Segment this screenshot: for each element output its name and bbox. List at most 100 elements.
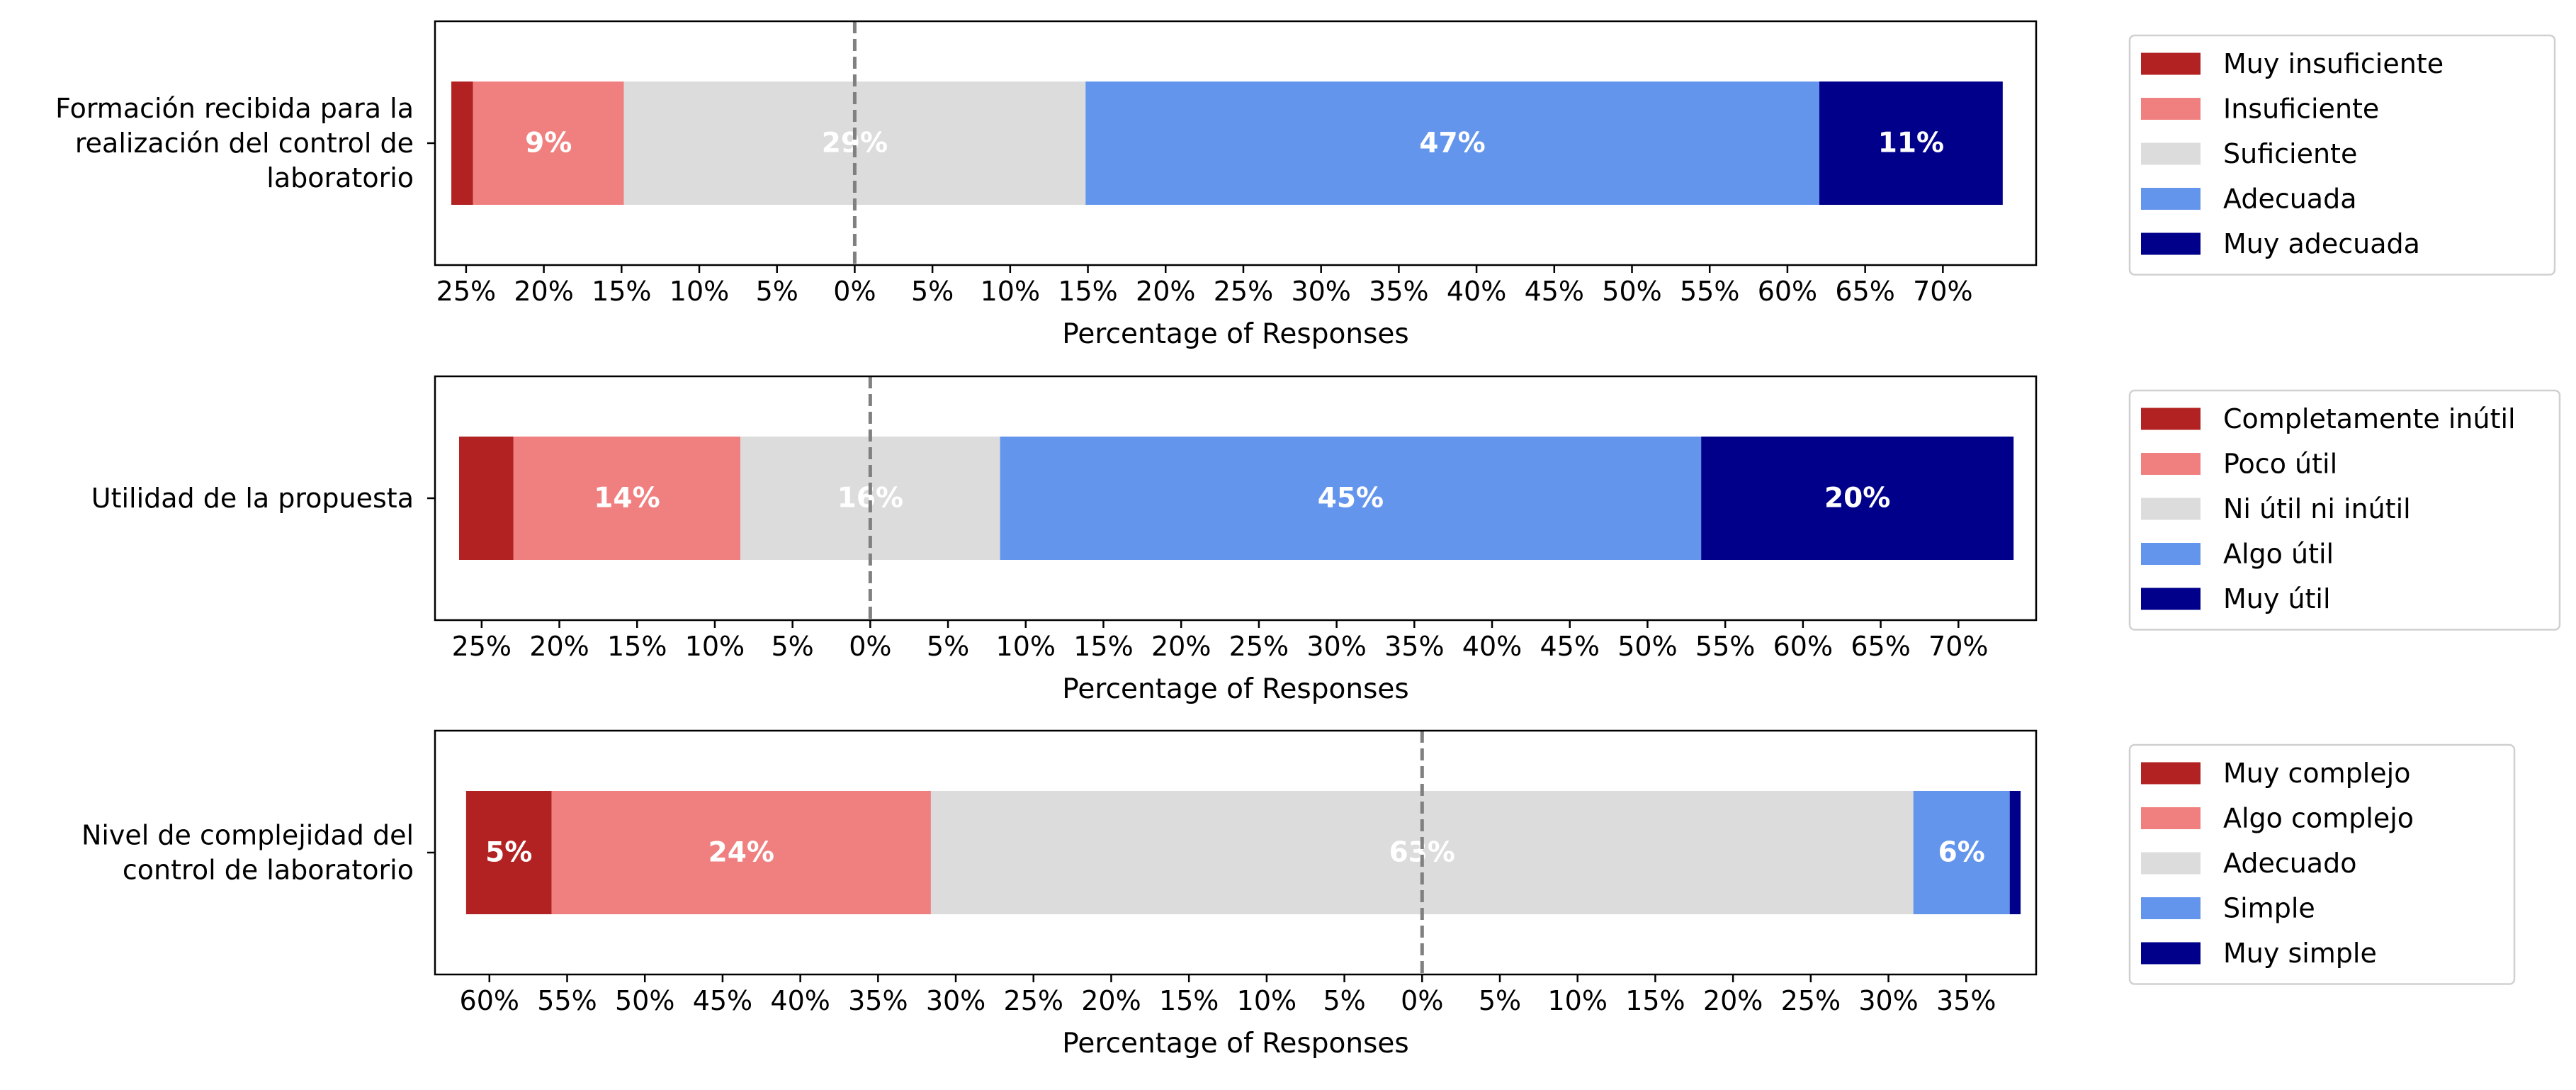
legend: Muy insuficiente Insuficiente Suficiente Ad… (2128, 34, 2556, 276)
x-tick-label: 70% (1913, 276, 1972, 307)
legend-swatch (2141, 142, 2201, 165)
bar-segment (2009, 791, 2021, 914)
x-tick-label: 20% (1081, 985, 1141, 1016)
x-tick-label: 25% (1229, 631, 1289, 662)
x-axis-label: Percentage of Responses (1062, 318, 1408, 350)
x-tick-label: 5% (1323, 985, 1365, 1016)
x-tick-label: 15% (1058, 276, 1117, 307)
x-tick-label: 10% (1547, 985, 1607, 1016)
x-tick-label: 35% (1369, 276, 1428, 307)
x-tick-label: 60% (1758, 276, 1817, 307)
bar-segment (1819, 82, 2003, 205)
x-tick-label: 55% (1680, 276, 1739, 307)
legend-entry: Muy insuficiente (2223, 48, 2444, 79)
x-tick-label: 15% (1073, 631, 1133, 662)
bar-segment (1913, 791, 2010, 914)
bar-segment-label: 9% (525, 128, 572, 159)
x-tick-label: 70% (1928, 631, 1988, 662)
legend-entry: Algo complejo (2223, 803, 2414, 834)
legend: Muy complejo Algo complejo Adecuado Simple M… (2128, 743, 2516, 985)
x-tick-label: 20% (514, 276, 573, 307)
legend-swatch (2141, 852, 2201, 875)
bar-segment (1701, 437, 2014, 560)
legend-frame (2128, 743, 2516, 985)
category-label: realización del control de (75, 128, 414, 159)
x-tick-label: 10% (685, 631, 745, 662)
legend-swatch (2141, 588, 2201, 610)
legend-entry: Poco útil (2223, 449, 2337, 480)
legend-entry: Muy útil (2223, 583, 2331, 614)
x-tick-label: 50% (1617, 631, 1677, 662)
x-tick-label: 15% (1159, 985, 1219, 1016)
x-tick-label: 65% (1835, 276, 1894, 307)
legend-swatch (2141, 52, 2201, 75)
x-tick-label: 35% (848, 985, 908, 1016)
category-label: Formación recibida para la (55, 93, 414, 124)
x-tick-label: 30% (1291, 276, 1350, 307)
x-tick-label: 40% (770, 985, 830, 1016)
x-tick-label: 15% (592, 276, 651, 307)
x-tick-label: 35% (1936, 985, 1996, 1016)
bar-segment-label: 5% (485, 837, 532, 869)
x-tick-label: 25% (1214, 276, 1273, 307)
category-label: laboratorio (266, 162, 414, 193)
x-tick-label: 10% (1237, 985, 1297, 1016)
x-tick-label: 35% (1384, 631, 1444, 662)
legend-entry: Ni útil ni inútil (2223, 493, 2411, 524)
legend-swatch (2141, 762, 2201, 785)
bar-segment (473, 82, 624, 205)
x-tick-label: 60% (1773, 631, 1833, 662)
bar-segment (451, 82, 473, 205)
x-tick-label: 40% (1462, 631, 1522, 662)
x-tick-label: 15% (1625, 985, 1685, 1016)
legend-swatch (2141, 188, 2201, 210)
category-label: Utilidad de la propuesta (91, 483, 414, 514)
bar-segment-label: 11% (1878, 128, 1944, 159)
x-tick-label: 65% (1851, 631, 1910, 662)
x-tick-label: 5% (772, 631, 814, 662)
bar-segment (1085, 82, 1819, 205)
x-tick-label: 5% (756, 276, 798, 307)
bar-segment-label: 14% (594, 483, 660, 515)
x-tick-label: 5% (911, 276, 954, 307)
bar-segment-label: 20% (1824, 483, 1890, 515)
x-tick-label: 60% (460, 985, 519, 1016)
legend-swatch (2141, 408, 2201, 430)
bar-segment-label: 45% (1318, 483, 1384, 515)
legend-swatch (2141, 942, 2201, 965)
bar-segment (551, 791, 931, 914)
legend-swatch (2141, 453, 2201, 475)
x-tick-label: 0% (833, 276, 876, 307)
x-tick-label: 25% (452, 631, 512, 662)
legend-entry: Suficiente (2223, 138, 2357, 169)
x-tick-label: 45% (1540, 631, 1600, 662)
x-tick-label: 20% (529, 631, 589, 662)
legend-frame (2128, 34, 2556, 276)
legend-entry: Muy complejo (2223, 758, 2410, 789)
x-tick-label: 30% (1858, 985, 1918, 1016)
legend-swatch (2141, 98, 2201, 120)
x-tick-label: 55% (1695, 631, 1755, 662)
x-tick-label: 10% (670, 276, 729, 307)
legend-swatch (2141, 543, 2201, 565)
bar-segment (459, 437, 514, 560)
x-tick-label: 30% (1306, 631, 1366, 662)
x-tick-label: 45% (693, 985, 752, 1016)
x-tick-label: 45% (1525, 276, 1584, 307)
x-tick-label: 0% (849, 631, 891, 662)
x-tick-label: 20% (1151, 631, 1211, 662)
x-tick-label: 30% (926, 985, 985, 1016)
bar-segment (513, 437, 741, 560)
x-tick-label: 40% (1447, 276, 1506, 307)
x-axis-label: Percentage of Responses (1062, 1028, 1408, 1060)
x-axis-label: Percentage of Responses (1062, 673, 1408, 705)
legend-swatch (2141, 897, 2201, 919)
x-tick-label: 50% (1602, 276, 1661, 307)
panel-3: 5% 24% 63% 6%Nivel de complejidad delcontro… (81, 729, 2516, 1060)
x-tick-label: 25% (1004, 985, 1063, 1016)
legend-frame (2128, 389, 2561, 631)
x-tick-label: 20% (1136, 276, 1195, 307)
